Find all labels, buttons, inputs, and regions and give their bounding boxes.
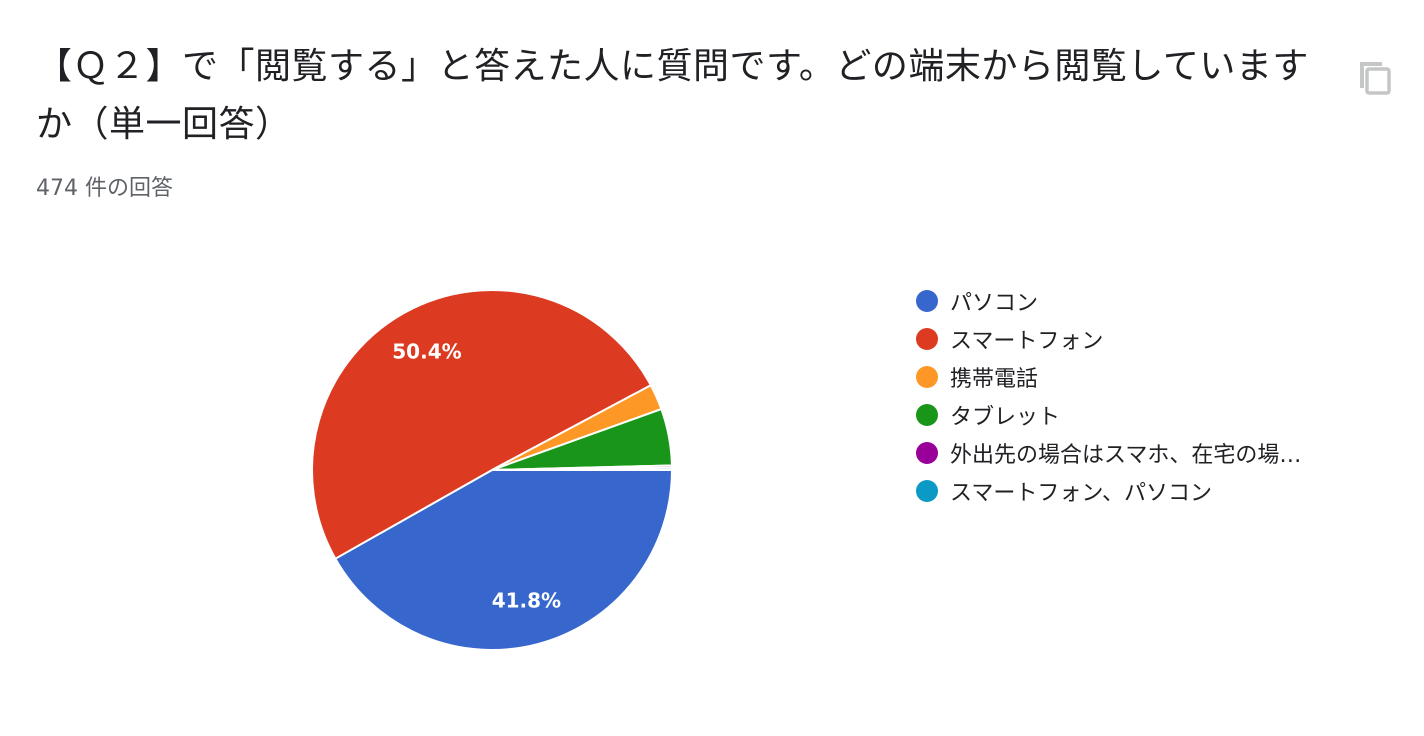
legend-label: 外出先の場合はスマホ、在宅の場… [950, 443, 1302, 468]
legend-label: 携帯電話 [950, 367, 1039, 392]
legend-item[interactable]: 携帯電話 [916, 358, 1301, 396]
legend-swatch [916, 442, 938, 464]
legend-label: スマートフォン [950, 329, 1104, 354]
legend-item[interactable]: 外出先の場合はスマホ、在宅の場… [916, 434, 1301, 472]
response-count: 474 件の回答 [36, 176, 173, 201]
legend-item[interactable]: パソコン [916, 282, 1301, 320]
legend-item[interactable]: スマートフォン、パソコン [916, 472, 1301, 510]
legend-label: スマートフォン、パソコン [950, 481, 1213, 506]
legend-item[interactable]: タブレット [916, 396, 1301, 434]
pie-slice[interactable] [311, 289, 653, 561]
slice-percent-label: 41.8% [492, 589, 561, 613]
legend-swatch [916, 404, 938, 426]
legend-swatch [916, 328, 938, 350]
pie-slice[interactable] [334, 469, 674, 651]
slice-percent-label: 50.4% [392, 340, 461, 364]
legend-label: タブレット [950, 405, 1061, 430]
legend-item[interactable]: スマートフォン [916, 320, 1301, 358]
legend-swatch [916, 290, 938, 312]
question-title: 【Ｑ２】で「閲覧する」と答えた人に質問です。どの端末から閲覧していますか（単一回… [36, 46, 1309, 145]
chart-legend: パソコンスマートフォン 携帯電話タブレット外出先の場合はスマホ、在宅の場… スマート… [916, 282, 1301, 510]
legend-label: パソコン [950, 291, 1039, 316]
legend-swatch [916, 480, 938, 502]
copy-icon [1360, 62, 1391, 95]
copy-chart-button[interactable] [1352, 54, 1396, 98]
legend-swatch [916, 366, 938, 388]
pie-slice[interactable] [491, 466, 674, 471]
